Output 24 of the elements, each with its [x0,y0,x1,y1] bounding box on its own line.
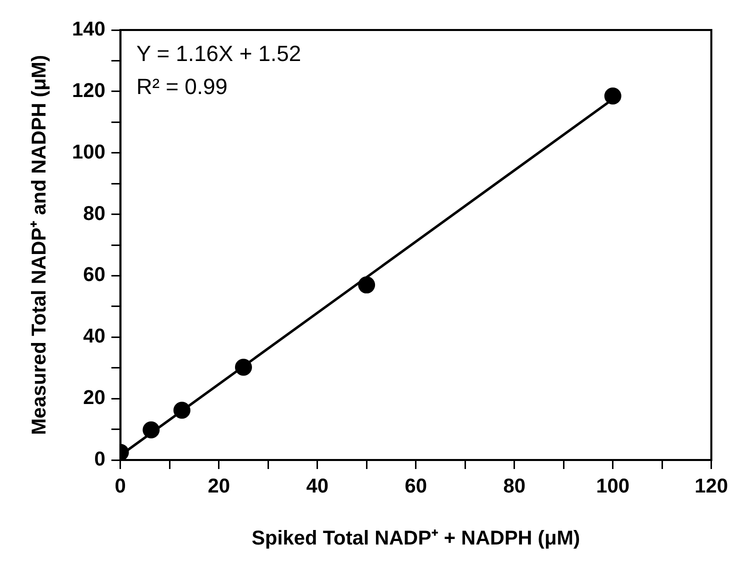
x-tick-label: 100 [596,476,630,498]
point [173,402,190,419]
x-tick-label: 40 [306,476,328,498]
y-tick-label: 40 [83,326,106,348]
annotation: Y = 1.16X + 1.52 [136,41,302,66]
y-tick-label: 20 [83,387,106,410]
y-tick-label: 80 [83,202,106,225]
y-tick-label: 140 [72,18,106,41]
annotation: R² = 0.99 [136,74,228,100]
point [234,358,252,376]
x-axis-title: Spiked Total NADP⁺ + NADPH (μM) [252,528,580,550]
x-tick-label: 60 [404,476,427,498]
y-tick-label: 0 [94,448,106,471]
y-tick-label: 120 [72,80,106,102]
y-tick-label: 100 [72,141,106,164]
point [358,276,376,294]
x-tick-label: 0 [114,476,126,498]
point [604,88,622,105]
x-tick-label: 20 [208,476,230,498]
y-axis-title: Measured Total NADP⁺ and NADPH (μM) [28,55,51,435]
point [142,421,160,438]
y-tick-label: 60 [83,264,106,286]
x-tick-label: 80 [503,476,526,498]
x-tick-label: 120 [694,476,728,498]
